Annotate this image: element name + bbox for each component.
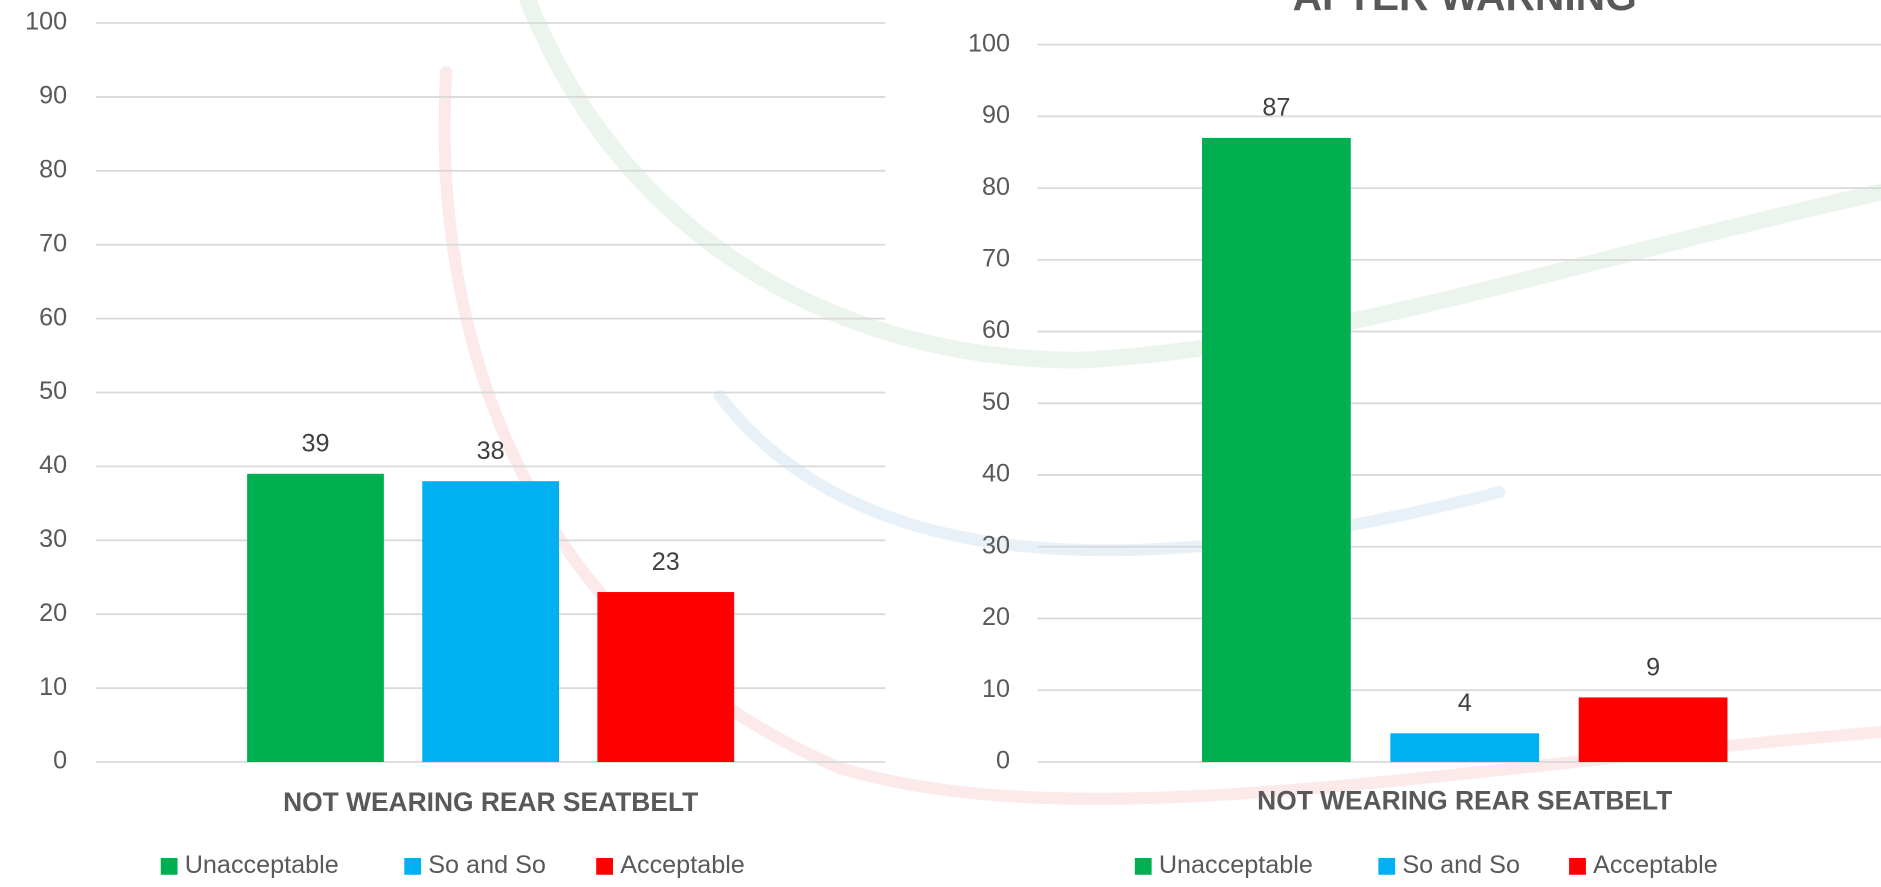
- y-tick-label: 40: [982, 460, 1010, 488]
- legend-swatch: [404, 857, 422, 875]
- legend-label: Unacceptable: [1159, 851, 1313, 879]
- legend-swatch: [160, 857, 178, 875]
- bar: [247, 473, 384, 762]
- chart-title: AFTER WARNING: [1293, 0, 1637, 19]
- y-tick-label: 60: [39, 303, 67, 331]
- x-category-label: NOT WEARING REAR SEATBELT: [1257, 786, 1672, 816]
- y-tick-label: 10: [982, 675, 1010, 703]
- y-tick-label: 70: [982, 244, 1010, 272]
- value-label: 39: [301, 430, 329, 458]
- legend-swatch: [1378, 857, 1396, 875]
- y-tick-label: 0: [53, 747, 67, 775]
- bar: [597, 592, 735, 762]
- y-tick-label: 30: [982, 531, 1010, 559]
- legend-label: Acceptable: [620, 851, 745, 879]
- y-tick-label: 60: [982, 316, 1010, 344]
- y-tick-label: 80: [39, 155, 67, 183]
- legend-swatch: [1134, 857, 1152, 875]
- legend-label: So and So: [428, 851, 546, 879]
- y-tick-label: 100: [968, 29, 1010, 57]
- legend-swatch: [596, 857, 614, 875]
- y-tick-label: 80: [982, 173, 1010, 201]
- value-label: 9: [1646, 653, 1660, 681]
- bar: [1390, 733, 1540, 762]
- legend-label: So and So: [1402, 851, 1520, 879]
- y-tick-label: 90: [39, 82, 67, 110]
- legend-label: Acceptable: [1593, 851, 1718, 879]
- y-tick-label: 90: [982, 101, 1010, 129]
- y-tick-label: 70: [39, 229, 67, 257]
- legend-swatch: [1569, 857, 1586, 875]
- y-tick-label: 10: [39, 673, 67, 701]
- bar: [1578, 697, 1728, 762]
- value-label: 87: [1262, 94, 1290, 122]
- y-tick-label: 20: [39, 599, 67, 627]
- bar: [1202, 137, 1351, 762]
- x-category-label: NOT WEARING REAR SEATBELT: [283, 787, 698, 817]
- value-label: 4: [1458, 689, 1472, 717]
- value-label: 23: [652, 548, 680, 576]
- value-label: 38: [477, 437, 505, 465]
- y-tick-label: 30: [39, 525, 67, 553]
- y-tick-label: 20: [982, 603, 1010, 631]
- y-tick-label: 50: [982, 388, 1010, 416]
- y-tick-label: 40: [39, 451, 67, 479]
- y-tick-label: 100: [25, 8, 67, 36]
- y-tick-label: 0: [996, 747, 1010, 775]
- y-tick-label: 50: [39, 377, 67, 405]
- bar: [422, 481, 560, 762]
- legend-label: Unacceptable: [185, 851, 339, 879]
